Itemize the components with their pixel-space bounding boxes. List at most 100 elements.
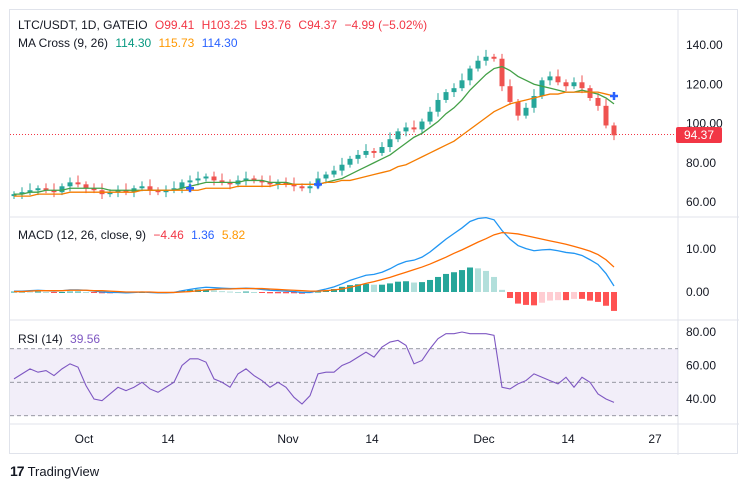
macd-value-2: 1.36 xyxy=(191,228,215,242)
rsi-label: RSI (14) xyxy=(18,332,63,346)
candle-body xyxy=(587,88,593,98)
candle-body xyxy=(523,107,529,116)
macd-axis-label: 10.00 xyxy=(686,242,716,256)
candle-body xyxy=(547,76,553,81)
rsi-legend[interactable]: RSI (14) 39.56 xyxy=(18,332,104,346)
macd-histogram-bar xyxy=(611,292,617,311)
macd-histogram-bar xyxy=(603,292,609,306)
macd-histogram-bar xyxy=(355,284,361,292)
price-axis-label: 140.00 xyxy=(686,38,723,52)
macd-histogram-bar xyxy=(523,292,529,305)
macd-histogram-bar xyxy=(27,291,33,293)
time-axis-label: Nov xyxy=(277,432,298,446)
tradingview-branding[interactable]: 17 TradingView xyxy=(10,463,99,479)
macd-histogram-bar xyxy=(563,292,569,301)
ma-cross-value-1: 114.30 xyxy=(115,36,152,50)
time-axis-label: 14 xyxy=(365,432,379,446)
macd-histogram-bar xyxy=(283,292,289,294)
ma-cross-value-3: 114.30 xyxy=(201,36,238,50)
macd-histogram-bar xyxy=(51,292,57,293)
rsi-axis-label: 80.00 xyxy=(686,325,716,339)
time-axis-label: 14 xyxy=(161,432,175,446)
macd-histogram-bar xyxy=(243,291,249,293)
candle-body xyxy=(283,182,289,185)
macd-histogram-bar xyxy=(515,292,521,304)
ma-cross-marker-icon xyxy=(610,92,618,101)
macd-histogram-bar xyxy=(579,292,585,299)
macd-histogram-bar xyxy=(35,291,41,293)
candle-body xyxy=(419,121,425,130)
macd-histogram-bar xyxy=(459,270,465,292)
candle-body xyxy=(243,178,249,181)
macd-histogram-bar xyxy=(571,292,577,299)
ohlc-open: O99.41 xyxy=(154,18,195,32)
macd-histogram-bar xyxy=(235,292,241,293)
candle-body xyxy=(515,101,521,116)
candle-body xyxy=(259,180,265,183)
candle-body xyxy=(475,60,481,69)
candle-body xyxy=(435,99,441,112)
macd-histogram-bar xyxy=(475,268,481,292)
macd-histogram-bar xyxy=(387,283,393,292)
chart-canvas[interactable]: 140.00120.00100.0080.0060.0010.000.0080.… xyxy=(10,10,739,455)
candle-body xyxy=(219,180,225,183)
macd-value-1: −4.46 xyxy=(153,228,184,242)
ma-fast-line xyxy=(14,65,615,195)
chart-frame[interactable]: 140.00 120.00 100.00 80.00 60.00 10.00 0.00 80.… xyxy=(9,9,739,455)
candle-body xyxy=(443,92,449,100)
candle-body xyxy=(331,170,337,175)
time-axis-label: Dec xyxy=(473,432,494,446)
candle-body xyxy=(251,178,257,181)
candle-body xyxy=(499,58,505,87)
candle-body xyxy=(307,186,313,189)
macd-histogram-bar xyxy=(59,292,65,293)
candle-body xyxy=(83,184,89,189)
macd-value-3: 5.82 xyxy=(221,228,246,242)
candle-body xyxy=(267,182,273,185)
ma-cross-marker-icon xyxy=(314,180,322,189)
candle-body xyxy=(579,82,585,89)
candle-body xyxy=(11,194,17,197)
macd-histogram-bar xyxy=(395,281,401,292)
candle-body xyxy=(107,192,113,195)
ohlc-close: C94.37 xyxy=(298,18,338,32)
macd-axis-label: 0.00 xyxy=(686,285,710,299)
ma-cross-legend[interactable]: MA Cross (9, 26) 114.30 115.73 114.30 xyxy=(18,36,242,50)
candle-body xyxy=(411,127,417,130)
macd-histogram-bar xyxy=(211,290,217,292)
candle-body xyxy=(371,150,377,153)
macd-histogram-bar xyxy=(75,291,81,293)
candle-body xyxy=(51,190,57,193)
candle-body xyxy=(363,150,369,155)
macd-histogram-bar xyxy=(379,284,385,292)
macd-histogram-bar xyxy=(259,292,265,293)
macd-histogram-bar xyxy=(443,273,449,292)
candle-body xyxy=(275,182,281,185)
rsi-axis-label: 40.00 xyxy=(686,392,716,406)
macd-histogram-bar xyxy=(483,270,489,292)
candle-body xyxy=(563,82,569,87)
last-price-tag: 94.37 xyxy=(676,127,722,143)
candle-body xyxy=(403,127,409,132)
macd-histogram-bar xyxy=(435,276,441,292)
candle-body xyxy=(299,186,305,189)
candle-body xyxy=(555,76,561,83)
candle-body xyxy=(467,68,473,81)
ma-cross-marker-icon xyxy=(186,184,194,193)
ma-slow-line xyxy=(14,91,615,197)
candle-body xyxy=(395,131,401,140)
symbol-title[interactable]: LTC/USDT, 1D, GATEIO xyxy=(18,18,148,32)
macd-histogram-bar xyxy=(467,267,473,292)
macd-histogram-bar xyxy=(203,289,209,292)
candle-body xyxy=(227,182,233,185)
macd-legend[interactable]: MACD (12, 26, close, 9) −4.46 1.36 5.82 xyxy=(18,228,249,242)
candle-body xyxy=(507,86,513,102)
candle-body xyxy=(43,188,49,191)
macd-histogram-bar xyxy=(291,292,297,294)
candle-body xyxy=(139,186,145,189)
macd-histogram-bar xyxy=(315,291,321,293)
macd-histogram-bar xyxy=(83,292,89,293)
price-axis-label: 80.00 xyxy=(686,156,716,170)
macd-histogram-bar xyxy=(531,292,537,306)
candle-body xyxy=(459,80,465,89)
